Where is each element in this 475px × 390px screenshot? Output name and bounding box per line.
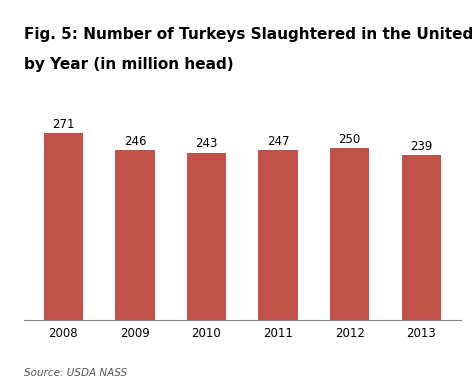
Text: 239: 239 (410, 140, 432, 153)
Bar (115, 151, 154, 320)
Text: Source: USDA NASS: Source: USDA NASS (24, 368, 127, 378)
Bar (401, 155, 441, 320)
Text: 250: 250 (339, 133, 361, 146)
Text: 247: 247 (267, 135, 289, 148)
Text: 243: 243 (195, 138, 218, 151)
Text: 246: 246 (124, 135, 146, 149)
Bar (187, 152, 226, 320)
Text: by Year (in million head): by Year (in million head) (24, 57, 233, 71)
Bar (44, 133, 83, 320)
Text: 271: 271 (52, 118, 75, 131)
Bar (258, 150, 298, 320)
Bar (330, 148, 369, 320)
Text: Fig. 5: Number of Turkeys Slaughtered in the United States: Fig. 5: Number of Turkeys Slaughtered in… (24, 27, 475, 42)
